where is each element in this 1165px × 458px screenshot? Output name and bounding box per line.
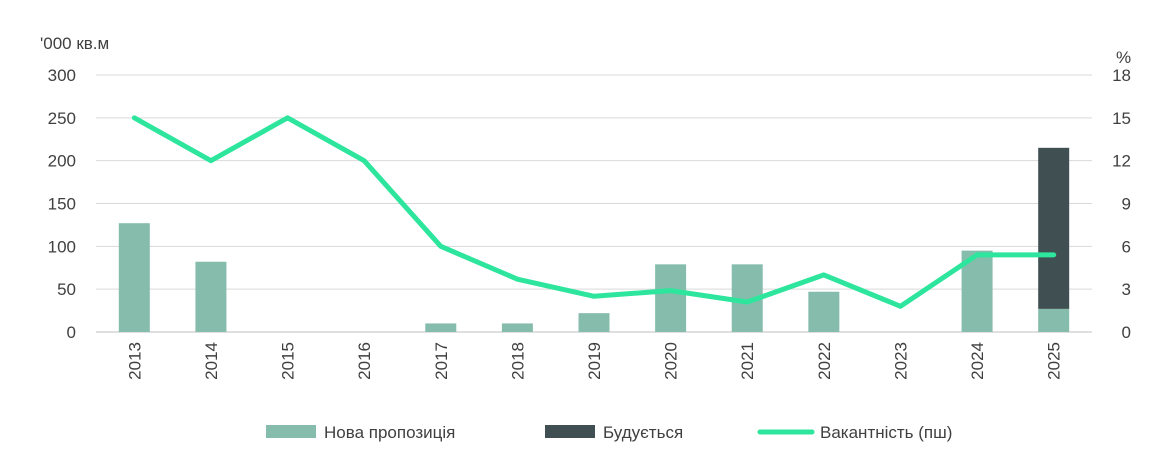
- legend-label-under-construction: Будується: [603, 423, 683, 442]
- bar-new-supply: [118, 223, 150, 332]
- bar-under-construction: [1038, 147, 1070, 309]
- right-axis-tick-label: 3: [1122, 280, 1131, 299]
- bars: [118, 147, 1070, 332]
- bar-new-supply: [1038, 308, 1070, 332]
- left-axis-tick-label: 150: [48, 195, 76, 214]
- right-axis-tick-label: 15: [1112, 109, 1131, 128]
- x-axis-tick-label: 2024: [968, 342, 987, 380]
- x-axis-tick-label: 2021: [738, 342, 757, 380]
- x-axis-tick-label: 2019: [585, 342, 604, 380]
- x-axis-tick-label: 2020: [662, 342, 681, 380]
- bar-new-supply: [655, 264, 687, 332]
- right-axis-tick-label: 12: [1112, 152, 1131, 171]
- left-axis-tick-label: 50: [57, 280, 76, 299]
- right-axis-tick-label: 6: [1122, 237, 1131, 256]
- left-axis-unit: '000 кв.м: [40, 34, 109, 53]
- left-axis-tick-label: 0: [67, 323, 76, 342]
- vacancy-line: [131, 115, 1057, 309]
- legend-swatch-new-supply: [266, 425, 316, 438]
- gridlines: [96, 74, 1092, 333]
- left-axis-tick-label: 100: [48, 237, 76, 256]
- right-axis-tick-label: 18: [1112, 66, 1131, 85]
- legend-swatch-under-construction: [545, 425, 595, 438]
- legend-label-vacancy: Вакантність (пш): [820, 423, 952, 442]
- x-axis-ticks: 2013 2014 2015 2016 2017 2018 2019 2020 2021 2022…: [125, 342, 1063, 380]
- left-axis-ticks: 0 50 100 150 200 250 300: [48, 66, 76, 342]
- x-axis-tick-label: 2013: [125, 342, 144, 380]
- x-axis-tick-label: 2023: [891, 342, 910, 380]
- bar-new-supply: [578, 313, 610, 332]
- right-axis-tick-label: 9: [1122, 195, 1131, 214]
- right-axis-unit: %: [1116, 48, 1131, 67]
- x-axis-tick-label: 2025: [1045, 342, 1064, 380]
- left-axis-tick-label: 250: [48, 109, 76, 128]
- bar-new-supply: [501, 323, 533, 332]
- left-axis-tick-label: 200: [48, 152, 76, 171]
- x-axis-tick-label: 2022: [815, 342, 834, 380]
- left-axis-tick-label: 300: [48, 66, 76, 85]
- x-axis-tick-label: 2014: [202, 342, 221, 380]
- x-axis-tick-label: 2016: [355, 342, 374, 380]
- right-axis-tick-label: 0: [1122, 323, 1131, 342]
- bar-new-supply: [425, 323, 457, 332]
- x-axis-tick-label: 2015: [279, 342, 298, 380]
- legend: Нова пропозиція Будується Вакантність (п…: [266, 423, 952, 442]
- x-axis-tick-label: 2017: [432, 342, 451, 380]
- bar-new-supply: [808, 291, 840, 332]
- x-axis-tick-label: 2018: [508, 342, 527, 380]
- bar-new-supply: [195, 261, 227, 332]
- vacancy-line-path: [131, 115, 1057, 309]
- right-axis-ticks: 0 3 6 9 12 15 18: [1112, 66, 1131, 342]
- legend-label-new-supply: Нова пропозиція: [324, 423, 455, 442]
